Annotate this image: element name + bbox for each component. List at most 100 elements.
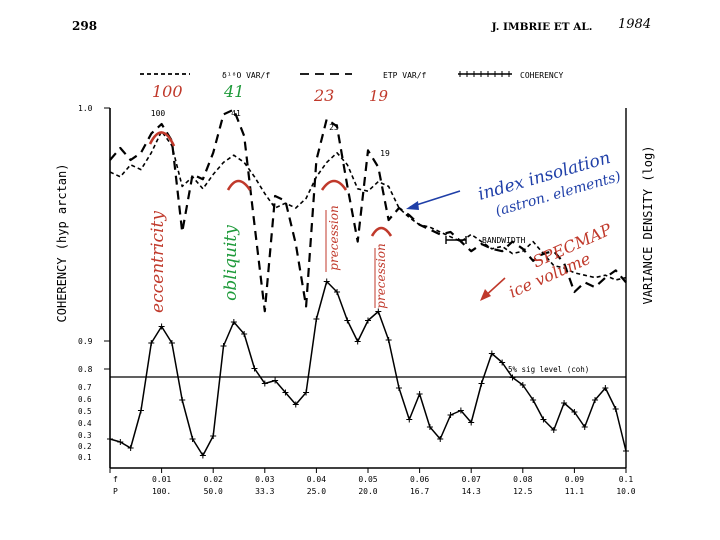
coherency-point xyxy=(168,340,175,346)
year-note: 1984 xyxy=(618,17,651,32)
x-tick-label-f: 0.02 xyxy=(204,475,223,484)
peak-highlights xyxy=(148,131,393,237)
coherency-point xyxy=(571,409,578,415)
legend-label-etp: ETP VAR/f xyxy=(383,71,427,80)
bandwidth-label: BANDWIDTH xyxy=(482,236,526,245)
coherency-point xyxy=(426,424,433,430)
coherency-point xyxy=(406,416,413,423)
highlight-precession-23-peak xyxy=(320,179,348,191)
coherency-point xyxy=(241,331,248,337)
coherency-point xyxy=(272,377,279,384)
coherency-point xyxy=(509,374,516,381)
coherency-point xyxy=(550,427,557,433)
coherency-point xyxy=(230,319,237,325)
x-tick-label-f: 0.01 xyxy=(152,475,171,484)
coherency-point xyxy=(292,401,299,408)
coherency-point xyxy=(375,308,382,315)
y-axis-title-right: VARIANCE DENSITY (log) xyxy=(641,146,655,305)
x-tick-label-f: 0.09 xyxy=(565,475,584,484)
coherency-point xyxy=(365,317,371,324)
y-ticks-lower: 0.7 0.6 0.5 0.4 0.3 0.2 0.1 xyxy=(78,383,92,462)
x-tick-label-p: 100. xyxy=(152,487,171,496)
coherency-point xyxy=(530,397,537,403)
series-line-1 xyxy=(109,108,627,313)
coherency-point xyxy=(602,385,609,391)
highlight-precession-19-peak xyxy=(370,226,393,237)
x-tick-label-f: 0.05 xyxy=(358,475,377,484)
coherency-point xyxy=(385,337,392,343)
coherency-point xyxy=(303,389,310,396)
coherency-point xyxy=(623,448,629,454)
insolation-arrow xyxy=(406,190,461,210)
highlight-obliquity-peak xyxy=(226,179,252,191)
x-tick-label-p: 16.7 xyxy=(410,487,429,496)
x-tick-label-f: 0.04 xyxy=(307,475,326,484)
hand-eccentricity: eccentricity xyxy=(148,211,168,313)
x-tick-label-p: 20.0 xyxy=(358,487,377,496)
highlight-eccentricity-peak xyxy=(148,131,176,147)
y-axis-title-left: COHERENCY (hyp arctan) xyxy=(55,164,69,323)
coherency-point xyxy=(592,397,599,403)
x-tick-label-p: 50.0 xyxy=(204,487,223,496)
coherency-point xyxy=(561,400,568,406)
hand-label-41: 41 xyxy=(223,82,244,101)
hand-precession-23: precession xyxy=(327,205,341,270)
coherency-point xyxy=(519,382,526,388)
x-tick-label-p: 10.0 xyxy=(616,487,635,496)
coherency-point xyxy=(117,439,124,445)
coherency-point xyxy=(148,340,155,346)
peak-label-100: 100 xyxy=(151,109,166,118)
coherency-point xyxy=(210,433,217,439)
coherency-point xyxy=(437,436,444,442)
coherency-point xyxy=(261,380,268,387)
y-tick-label: 0.8 xyxy=(78,365,93,374)
y-tick-label: 0.4 xyxy=(78,419,92,428)
coherency-point xyxy=(395,385,402,391)
x-axis-f-label: f xyxy=(113,475,118,484)
hand-obliquity: obliquity xyxy=(221,225,241,301)
hand-precession-19: precession xyxy=(374,243,388,308)
legend-label-d18o: δ¹⁸O VAR/f xyxy=(222,71,270,80)
coherency-point xyxy=(323,278,330,285)
series-line-0 xyxy=(109,130,627,281)
peak-label-23: 23 xyxy=(329,123,339,132)
coherency-point xyxy=(612,406,619,412)
coherency-point xyxy=(282,389,289,396)
x-tick-label-p: 33.3 xyxy=(255,487,274,496)
legend: δ¹⁸O VAR/f ETP VAR/f COHERENCY xyxy=(140,71,564,80)
coherency-point xyxy=(488,350,495,357)
y-tick-label: 0.3 xyxy=(78,431,92,440)
x-tick-label-f: 0.06 xyxy=(410,475,429,484)
coherency-point xyxy=(220,343,227,349)
coherency-point xyxy=(354,338,361,345)
x-tick-label-f: 0.03 xyxy=(255,475,274,484)
running-head: J. IMBRIE ET AL. xyxy=(491,21,593,33)
coherency-point xyxy=(251,365,258,372)
x-tick-label-f: 0.07 xyxy=(462,475,481,484)
x-tick-label-p: 11.1 xyxy=(565,487,584,496)
coherency-point xyxy=(107,436,113,442)
y-tick-label: 1.0 xyxy=(78,104,93,113)
x-tick-label-f: 0.08 xyxy=(513,475,532,484)
x-tick-label-p: 25.0 xyxy=(307,487,326,496)
coherency-point xyxy=(344,317,351,324)
peak-label-19: 19 xyxy=(380,149,390,158)
y-tick-label: 0.9 xyxy=(78,337,93,346)
x-axis-ticks: 0.01 100. 0.02 50.0 0.03 33.3 0.04 25.0 0.05 20.0… xyxy=(109,468,636,496)
y-ticks-upper: 1.0 0.9 0.8 xyxy=(78,104,110,374)
hand-label-100: 100 xyxy=(152,82,183,101)
significance-label: 5% sig level (coh) xyxy=(508,365,589,374)
legend-label-coherency: COHERENCY xyxy=(520,71,564,80)
coherency-point xyxy=(499,359,506,366)
insolation-annotation: index insolation (astron. elements) xyxy=(476,148,623,220)
hand-label-19: 19 xyxy=(369,87,389,105)
x-axis-p-label: P xyxy=(113,487,118,496)
y-tick-label: 0.6 xyxy=(78,395,92,404)
x-tick-label-f: 0.1 xyxy=(619,475,634,484)
y-tick-label: 0.5 xyxy=(78,407,92,416)
coherency-point xyxy=(457,407,464,414)
coherency-point xyxy=(334,289,341,295)
page-number: 298 xyxy=(72,19,97,33)
ice-volume-arrow xyxy=(480,277,506,301)
